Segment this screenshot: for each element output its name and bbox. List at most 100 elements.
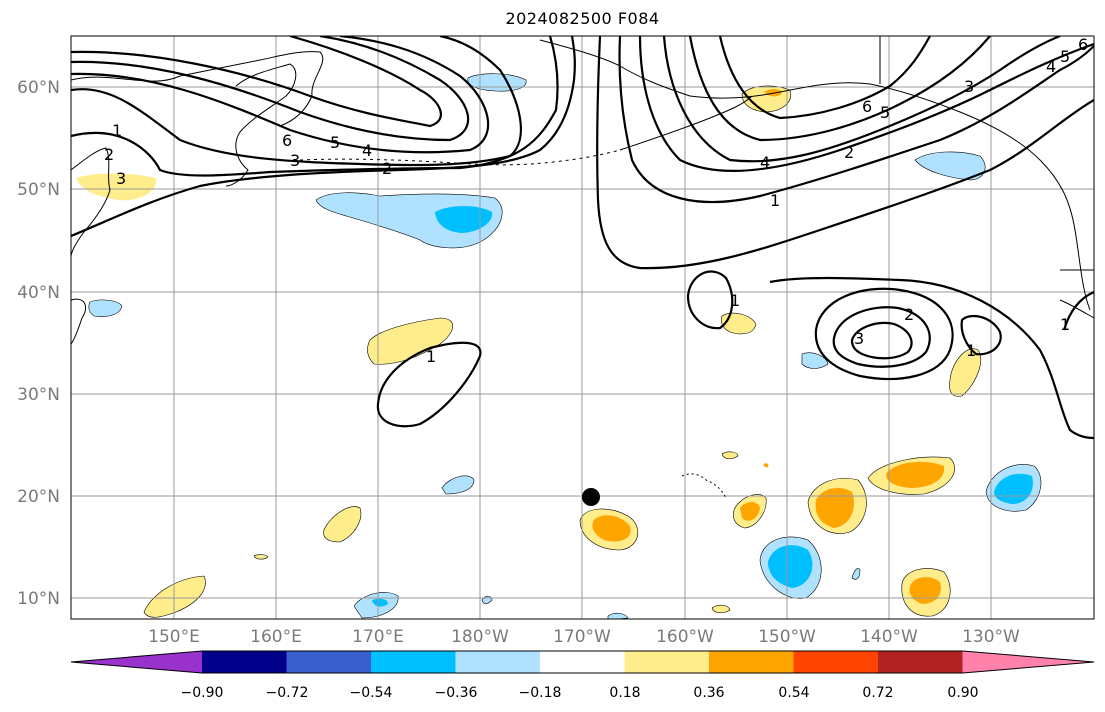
contour-1-south bbox=[769, 276, 1094, 440]
colorbar-segment bbox=[540, 651, 625, 673]
colorbar-tick-labels: −0.90 −0.72 −0.54 −0.36 −0.18 0.18 0.36 … bbox=[181, 685, 979, 701]
contour-label: 1 bbox=[426, 347, 436, 366]
alaska-peninsula bbox=[619, 95, 753, 151]
lat-label: 20°N bbox=[17, 487, 60, 507]
positive-anomaly bbox=[323, 506, 362, 543]
lon-label: 150°E bbox=[148, 627, 200, 647]
positive-anomaly-strong bbox=[815, 487, 854, 528]
aleutian-islands bbox=[299, 149, 621, 166]
lon-label: 180°W bbox=[451, 627, 509, 647]
contour-6 bbox=[71, 36, 442, 128]
lon-label: 130°W bbox=[962, 627, 1020, 647]
negative-anomaly bbox=[801, 352, 829, 369]
contour-label: 5 bbox=[1060, 47, 1070, 66]
contour-5 bbox=[71, 36, 470, 142]
colorbar-extend-min bbox=[71, 651, 202, 673]
colorbar-segment bbox=[709, 651, 794, 673]
contour-1-east bbox=[596, 36, 1094, 270]
colorbar-tick-label: −0.54 bbox=[350, 685, 393, 701]
map-title: 2024082500 F084 bbox=[505, 9, 660, 28]
contour-label: 2 bbox=[382, 159, 392, 178]
contour-3-low bbox=[850, 321, 913, 360]
japan-coast bbox=[71, 147, 111, 257]
contour-label: 4 bbox=[1046, 57, 1056, 76]
positive-anomaly-strong bbox=[740, 502, 760, 521]
colorbar-segment bbox=[793, 651, 879, 673]
lon-label: 140°W bbox=[860, 627, 918, 647]
contour-4 bbox=[71, 36, 490, 154]
colorbar-segment bbox=[286, 651, 372, 673]
negative-anomaly bbox=[88, 299, 123, 317]
contour-label: 1 bbox=[770, 191, 780, 210]
lat-label: 40°N bbox=[17, 283, 60, 303]
storm-position-marker bbox=[582, 488, 600, 506]
contour-labels: 1 2 3 6 5 4 3 2 1 2 4 6 5 3 4 5 6 1 1 3 … bbox=[104, 35, 1088, 366]
negative-anomaly bbox=[851, 568, 861, 580]
lat-label: 10°N bbox=[17, 589, 60, 609]
contour-label: 3 bbox=[290, 151, 300, 170]
negative-anomaly bbox=[607, 612, 629, 619]
colorbar-tick-label: −0.72 bbox=[266, 685, 309, 701]
lon-label: 170°W bbox=[553, 627, 611, 647]
contour-3-east bbox=[638, 36, 1094, 173]
contour-label: 6 bbox=[1078, 35, 1088, 54]
colorbar-tick-label: 0.72 bbox=[862, 685, 893, 701]
contour-1-closed bbox=[960, 314, 1002, 356]
hawaii-islands bbox=[681, 473, 727, 499]
positive-anomaly bbox=[143, 575, 206, 618]
colorbar-tick-label: 0.54 bbox=[778, 685, 809, 701]
contour-1-north bbox=[71, 36, 576, 238]
contours bbox=[71, 36, 1094, 440]
contour-label: 1 bbox=[730, 291, 740, 310]
contour-label: 4 bbox=[362, 141, 372, 160]
contour-label: 6 bbox=[862, 97, 872, 116]
positive-anomaly-strong bbox=[909, 577, 941, 604]
contour-2-low bbox=[832, 306, 931, 368]
colorbar-tick-label: −0.36 bbox=[435, 685, 478, 701]
negative-anomaly-strong bbox=[372, 598, 388, 607]
positive-anomaly bbox=[711, 604, 731, 614]
contour-label: 3 bbox=[116, 169, 126, 188]
negative-anomaly-strong bbox=[435, 206, 493, 233]
contour-label: 1 bbox=[966, 341, 976, 360]
colorbar-segment bbox=[878, 651, 963, 673]
colorbar-tick-label: 0.36 bbox=[693, 685, 724, 701]
positive-anomaly bbox=[253, 554, 269, 560]
negative-anomaly bbox=[441, 475, 475, 495]
okhotsk-coast bbox=[225, 63, 297, 187]
contour-5-east bbox=[688, 36, 991, 142]
contour-label: 3 bbox=[964, 77, 974, 96]
shaded-anomalies bbox=[76, 73, 1042, 619]
contour-2 bbox=[71, 36, 559, 177]
colorbar bbox=[70, 650, 1095, 674]
colorbar-extend-max bbox=[962, 651, 1094, 673]
colorbar-segment bbox=[371, 651, 456, 673]
japan-south-coast bbox=[71, 298, 86, 345]
contour-label: 2 bbox=[904, 305, 914, 324]
contour-label: 5 bbox=[880, 103, 890, 122]
contour-label: 6 bbox=[282, 131, 292, 150]
contour-4-east bbox=[662, 36, 1061, 163]
alaska-coast bbox=[539, 39, 1091, 311]
positive-anomaly-strong bbox=[592, 515, 631, 542]
latitude-axis: 60°N 50°N 40°N 30°N 20°N 10°N bbox=[17, 78, 60, 609]
colorbar-tick-label: 0.90 bbox=[947, 685, 978, 701]
negative-anomaly-strong bbox=[768, 545, 813, 588]
positive-anomaly-strong bbox=[764, 89, 782, 97]
contour-label: 3 bbox=[854, 329, 864, 348]
colorbar-segment bbox=[455, 651, 541, 673]
contour-1-low bbox=[814, 287, 954, 381]
colorbar-segment bbox=[624, 651, 710, 673]
lat-label: 60°N bbox=[17, 78, 60, 98]
lat-label: 30°N bbox=[17, 385, 60, 405]
positive-anomaly-strong bbox=[763, 463, 769, 468]
lon-label: 160°E bbox=[250, 627, 302, 647]
contour-label: 4 bbox=[760, 153, 770, 172]
positive-anomaly bbox=[721, 451, 739, 460]
colorbar-outline bbox=[70, 650, 1095, 674]
contour-label: 2 bbox=[104, 145, 114, 164]
longitude-axis: 150°E 160°E 170°E 180°W 170°W 160°W 150°… bbox=[148, 627, 1020, 647]
contour-1-closed bbox=[686, 270, 734, 330]
lon-label: 150°W bbox=[758, 627, 816, 647]
